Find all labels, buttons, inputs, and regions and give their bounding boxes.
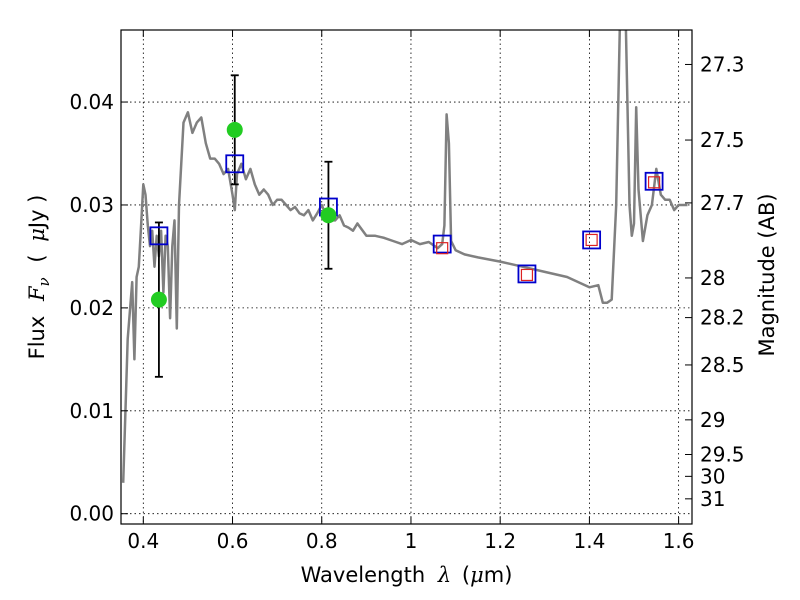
model-inner-square xyxy=(647,176,661,189)
model-photometry-square xyxy=(149,226,169,246)
x-axis-label: Wavelength λ (μm) xyxy=(301,563,513,587)
x-tick-label: 1 xyxy=(405,529,418,553)
y-tick-label: 0.03 xyxy=(69,193,114,217)
grid-lines xyxy=(121,30,692,524)
sed-model-line xyxy=(121,30,688,483)
magnitude-tick-label: 28 xyxy=(700,266,725,290)
x-tick-label: 1.2 xyxy=(484,529,516,553)
x-tick-label: 1.6 xyxy=(663,529,695,553)
y-tick-label: 0.02 xyxy=(69,296,114,320)
magnitude-tick-label: 29 xyxy=(700,408,725,432)
x-tick-label: 0.8 xyxy=(306,529,338,553)
observed-point xyxy=(150,291,167,308)
magnitude-tick-label: 27.3 xyxy=(700,52,745,76)
magnitude-tick-label: 31 xyxy=(700,487,725,511)
model-photometry-square xyxy=(225,154,245,174)
magnitude-axis-label: Magnitude (AB) xyxy=(755,193,779,356)
observed-point xyxy=(226,121,243,138)
magnitude-tick-label: 28.2 xyxy=(700,306,745,330)
magnitude-tick-label: 27.7 xyxy=(700,191,745,215)
x-tick-label: 0.6 xyxy=(217,529,249,553)
model-inner-square xyxy=(520,268,534,282)
y-tick-label: 0.04 xyxy=(69,90,114,114)
model-photometry-square xyxy=(517,264,537,284)
model-photometry-square xyxy=(582,230,602,250)
magnitude-tick-label: 30 xyxy=(700,464,725,488)
y-tick-label: 0.00 xyxy=(69,502,114,526)
x-axis: 0.4 0.6 0.8 1 1.2 1.4 1.6 xyxy=(127,30,695,553)
y-axis: 0.00 0.01 0.02 0.03 0.04 xyxy=(69,90,128,526)
model-photometry-square xyxy=(644,171,664,191)
x-tick-label: 0.4 xyxy=(127,529,159,553)
plot-frame xyxy=(120,29,693,525)
model-inner-square xyxy=(585,233,598,247)
magnitude-tick-label: 27.5 xyxy=(700,128,745,152)
x-tick-label: 1.4 xyxy=(573,529,605,553)
observed-point xyxy=(320,207,337,224)
model-inner-square xyxy=(436,242,449,255)
plot-area xyxy=(121,30,688,483)
magnitude-tick-label: 28.5 xyxy=(700,353,745,377)
magnitude-tick-label: 29.5 xyxy=(700,442,745,466)
y-axis-label: Flux Fν ( μJy ) xyxy=(25,195,54,360)
y-tick-label: 0.01 xyxy=(69,399,114,423)
model-photometry-square xyxy=(432,234,452,254)
